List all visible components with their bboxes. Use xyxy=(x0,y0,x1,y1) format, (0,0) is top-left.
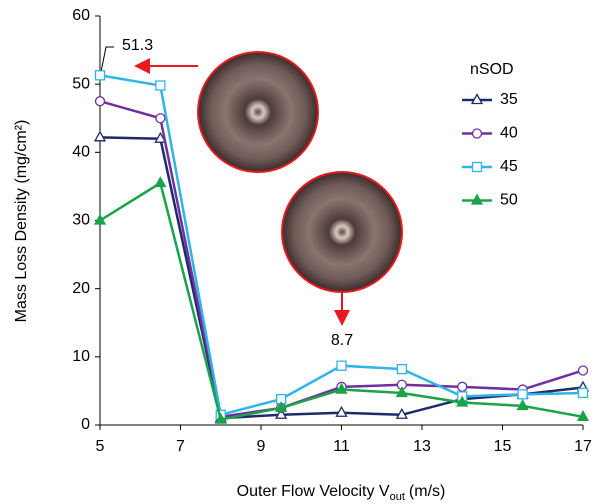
marker xyxy=(396,363,408,375)
legend-marker xyxy=(470,193,484,205)
leader-line xyxy=(100,46,114,73)
legend-label: 35 xyxy=(500,91,518,108)
legend-marker xyxy=(471,128,483,139)
marker xyxy=(94,96,106,107)
marker xyxy=(214,412,227,424)
x-axis-label-unit: (m/s) xyxy=(409,483,445,500)
x-axis-label: Outer Flow Velocity Vout (m/s) xyxy=(237,483,446,503)
annotation: 51.3 xyxy=(122,37,153,54)
x-tick-label: 15 xyxy=(494,438,512,455)
marker xyxy=(335,405,348,417)
legend-label: 40 xyxy=(500,125,518,142)
y-tick-label: 0 xyxy=(81,416,90,433)
marker xyxy=(577,387,589,399)
x-tick-label: 13 xyxy=(413,438,431,455)
marker xyxy=(154,131,167,143)
marker xyxy=(94,70,106,81)
marker xyxy=(576,409,590,421)
marker xyxy=(155,80,166,91)
marker xyxy=(93,130,107,142)
legend-marker xyxy=(470,93,484,105)
y-tick-label: 20 xyxy=(72,280,90,297)
photo-45-high xyxy=(197,51,319,173)
y-tick-label: 10 xyxy=(72,348,90,365)
marker xyxy=(275,407,288,419)
x-axis-label-main: Outer Flow Velocity V xyxy=(237,483,390,500)
x-tick-label: 7 xyxy=(176,438,185,455)
marker xyxy=(395,386,408,398)
legend-title: nSOD xyxy=(470,61,514,78)
marker xyxy=(517,389,528,400)
x-tick-label: 9 xyxy=(257,438,266,455)
legend-marker xyxy=(471,161,483,173)
photos xyxy=(100,46,403,326)
marker xyxy=(275,401,288,413)
photo-45-low xyxy=(281,171,403,293)
marker xyxy=(457,381,468,392)
marker xyxy=(93,213,107,225)
marker xyxy=(395,407,408,419)
legend-label: 50 xyxy=(500,192,518,209)
y-tick-label: 50 xyxy=(72,75,90,92)
y-axis-label: Mass Loss Density (mg/cm²) xyxy=(13,120,30,323)
x-axis-label-sub: out xyxy=(390,491,405,503)
legend-label: 45 xyxy=(500,158,518,175)
marker xyxy=(154,176,167,188)
y-tick-label: 40 xyxy=(72,144,90,161)
x-tick-label: 17 xyxy=(574,438,592,455)
y-tick-label: 60 xyxy=(72,7,90,24)
series xyxy=(93,176,590,424)
marker xyxy=(335,382,348,394)
x-tick-label: 11 xyxy=(333,438,350,455)
marker xyxy=(155,113,166,124)
series xyxy=(94,70,589,420)
x-tick-label: 5 xyxy=(96,438,105,455)
marker xyxy=(516,399,529,411)
annotation: 8.7 xyxy=(331,332,353,349)
marker xyxy=(577,365,589,376)
marker xyxy=(456,395,469,407)
y-tick-label: 30 xyxy=(72,212,90,229)
marker xyxy=(336,360,347,371)
